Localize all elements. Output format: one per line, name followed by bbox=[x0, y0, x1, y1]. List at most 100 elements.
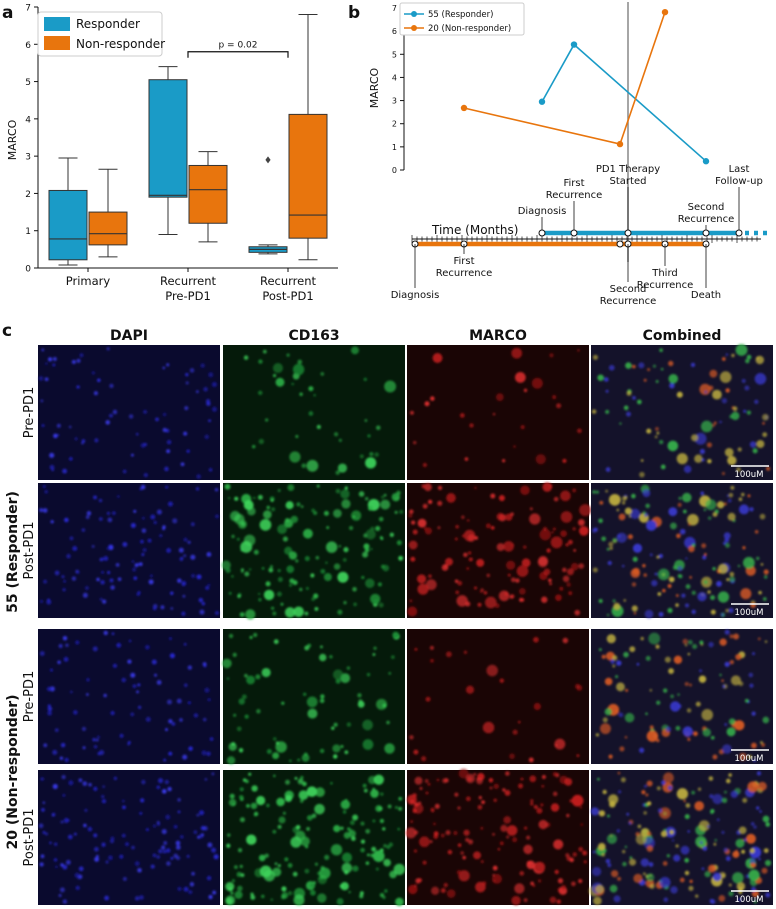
cell bbox=[495, 393, 504, 402]
cell bbox=[98, 498, 103, 503]
cell bbox=[746, 410, 751, 415]
cell bbox=[430, 807, 435, 812]
cell bbox=[41, 424, 45, 428]
cell bbox=[88, 782, 92, 787]
cell bbox=[290, 836, 302, 848]
cell bbox=[166, 363, 170, 367]
cell bbox=[361, 575, 365, 580]
cell bbox=[754, 530, 759, 534]
cell bbox=[647, 831, 652, 836]
cell bbox=[100, 580, 105, 585]
cell bbox=[676, 533, 681, 539]
timeline-axis-label: Time (Months) bbox=[431, 223, 518, 237]
cell bbox=[87, 826, 93, 832]
cell bbox=[142, 547, 147, 553]
cell bbox=[663, 897, 669, 903]
cell bbox=[520, 425, 525, 430]
cell bbox=[262, 349, 267, 354]
cell bbox=[320, 866, 325, 871]
cell bbox=[257, 494, 263, 500]
cell bbox=[179, 718, 183, 722]
cell bbox=[389, 532, 395, 537]
cell bbox=[276, 591, 282, 597]
cell bbox=[178, 547, 184, 553]
cell bbox=[70, 690, 73, 694]
cell bbox=[102, 599, 107, 604]
cell bbox=[177, 886, 182, 891]
cell bbox=[246, 803, 250, 808]
cell bbox=[314, 862, 319, 866]
cell bbox=[201, 750, 207, 756]
cell bbox=[311, 508, 315, 513]
cell bbox=[456, 595, 468, 607]
cell bbox=[381, 495, 385, 499]
cell bbox=[681, 593, 686, 598]
cell bbox=[352, 515, 356, 519]
cell bbox=[546, 548, 551, 553]
cell bbox=[454, 579, 459, 583]
cell bbox=[687, 830, 691, 833]
cell bbox=[656, 431, 660, 435]
legend-label-patient-20: 20 (Non-responder) bbox=[428, 24, 511, 34]
cell bbox=[141, 779, 146, 785]
cell bbox=[637, 824, 642, 829]
cell bbox=[183, 886, 189, 892]
cell bbox=[492, 833, 495, 836]
tile-background bbox=[223, 345, 405, 480]
cell bbox=[498, 495, 505, 502]
cell bbox=[69, 457, 73, 461]
cell bbox=[474, 586, 477, 590]
cell bbox=[502, 788, 506, 792]
cell bbox=[721, 472, 725, 476]
cell bbox=[623, 405, 629, 411]
cell bbox=[447, 849, 453, 855]
cell bbox=[700, 420, 713, 433]
series-line-0 bbox=[541, 43, 707, 162]
cell bbox=[53, 433, 58, 439]
micrograph-group-labels: 55 (Responder)20 (Non-responder) bbox=[5, 491, 21, 849]
micrograph-tile bbox=[38, 770, 220, 905]
cell bbox=[738, 497, 743, 502]
cell bbox=[699, 448, 705, 455]
cell bbox=[738, 826, 747, 835]
cell bbox=[277, 576, 283, 582]
cell bbox=[531, 377, 543, 389]
cell bbox=[370, 526, 375, 531]
cell bbox=[311, 813, 317, 819]
cell bbox=[225, 882, 235, 892]
cell bbox=[503, 540, 514, 552]
cell bbox=[534, 861, 546, 873]
cell bbox=[162, 366, 166, 370]
cell bbox=[537, 879, 542, 883]
cell bbox=[304, 555, 310, 562]
cell bbox=[486, 664, 498, 677]
cell bbox=[162, 412, 167, 417]
box-iqr bbox=[288, 113, 328, 239]
cell bbox=[629, 858, 637, 866]
cell bbox=[309, 889, 316, 896]
micrograph-tile: 100uM bbox=[591, 483, 773, 619]
cell bbox=[106, 546, 110, 551]
cell bbox=[518, 720, 521, 724]
cell bbox=[49, 841, 52, 845]
cell bbox=[91, 371, 95, 375]
cell bbox=[455, 590, 460, 595]
cell bbox=[633, 873, 643, 884]
cell bbox=[675, 725, 681, 731]
cell bbox=[325, 561, 328, 565]
cell bbox=[578, 879, 583, 884]
cell bbox=[198, 597, 204, 603]
cell bbox=[363, 377, 367, 381]
cell bbox=[179, 834, 184, 839]
cell bbox=[486, 573, 491, 578]
cell bbox=[45, 832, 49, 836]
cell bbox=[610, 870, 619, 878]
responder-event-label: Follow-up bbox=[715, 176, 763, 187]
cell bbox=[568, 591, 573, 596]
cell bbox=[599, 500, 604, 505]
micrograph-tile bbox=[222, 629, 405, 765]
cell bbox=[723, 541, 726, 545]
cell bbox=[262, 510, 272, 519]
cell bbox=[40, 399, 44, 403]
cell bbox=[554, 869, 559, 875]
